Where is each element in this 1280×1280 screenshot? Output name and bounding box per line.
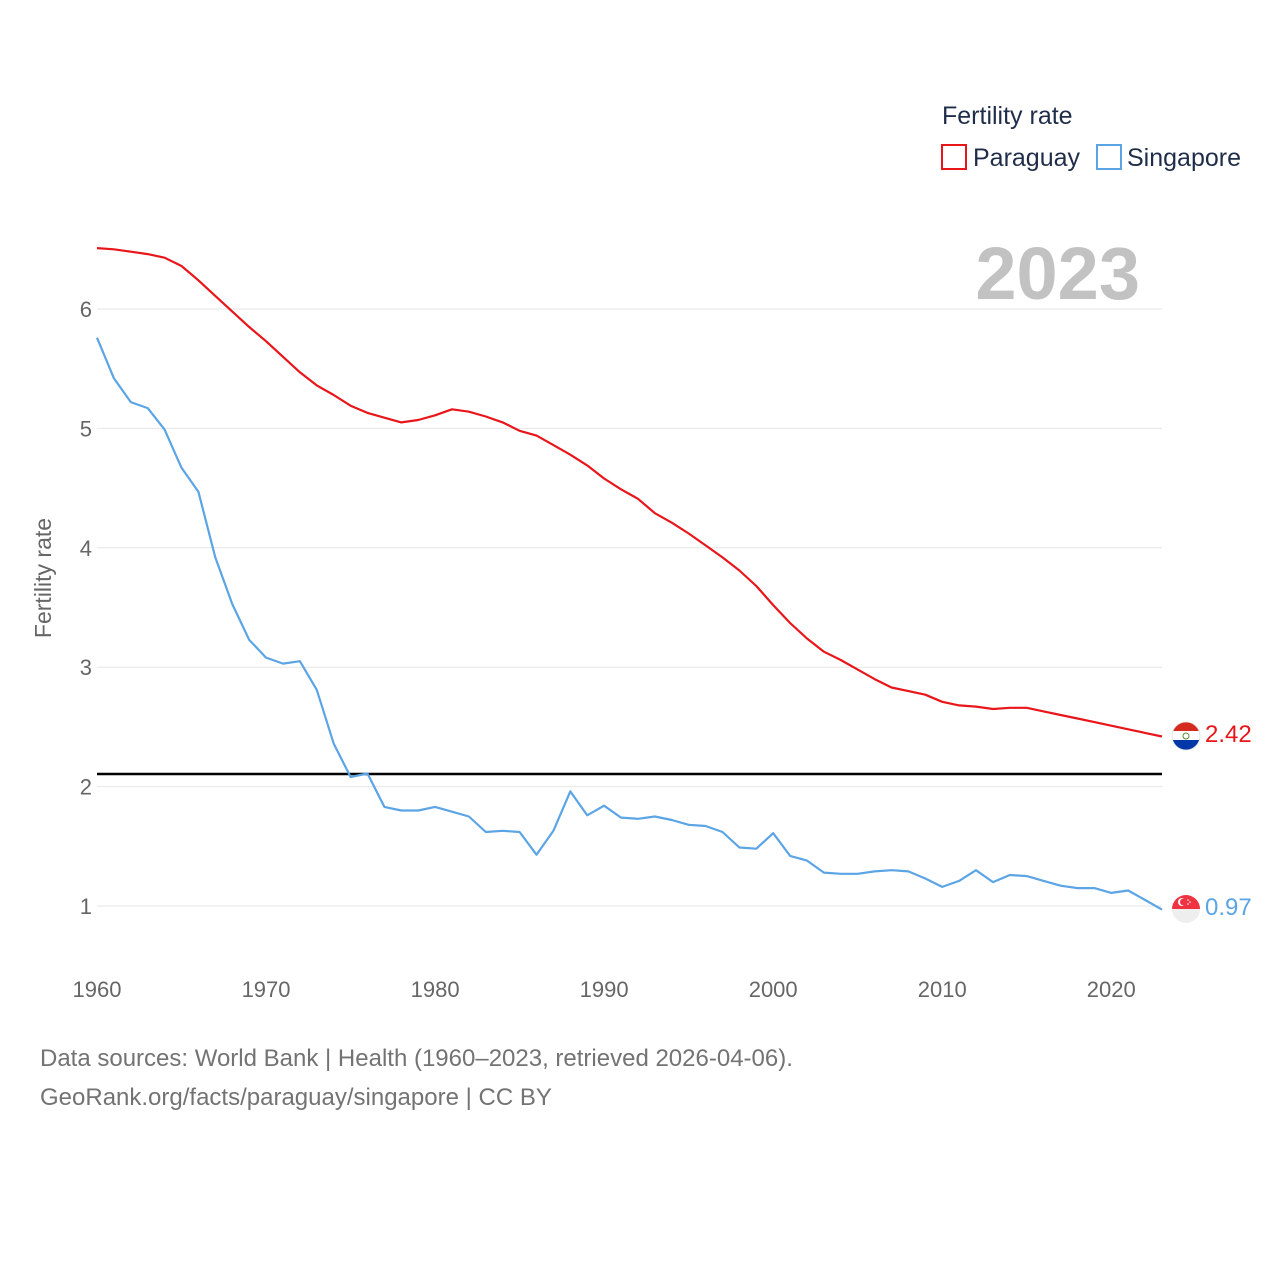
legend-label-singapore: Singapore (1127, 144, 1241, 172)
x-tick-label: 2020 (1087, 977, 1136, 1002)
x-tick-label: 2000 (749, 977, 798, 1002)
y-axis-title: Fertility rate (30, 518, 56, 638)
gridlines (97, 308, 1162, 907)
y-tick-labels: 1 2 3 4 5 6 (80, 297, 92, 919)
x-tick-label: 1970 (242, 977, 291, 1002)
legend-label-paraguay: Paraguay (973, 144, 1081, 172)
y-tick-label: 3 (80, 655, 92, 680)
series-line-paraguay[interactable] (96, 247, 1163, 738)
singapore-flag-icon (1172, 895, 1200, 923)
y-tick-label: 6 (80, 297, 92, 322)
series-lines (95, 247, 1163, 911)
year-label: 2023 (975, 232, 1140, 315)
y-tick-label: 4 (80, 536, 92, 561)
singapore-end-value: 0.97 (1205, 894, 1252, 921)
x-tick-label: 2010 (918, 977, 967, 1002)
legend-title: Fertility rate (942, 102, 1073, 130)
legend-item-paraguay[interactable]: Paraguay (941, 144, 1081, 172)
x-tick-label: 1980 (411, 977, 460, 1002)
y-tick-label: 2 (80, 775, 92, 800)
source-line-1: Data sources: World Bank | Health (1960–… (40, 1045, 793, 1072)
source-line-2[interactable]: GeoRank.org/facts/paraguay/singapore | C… (40, 1084, 552, 1111)
legend-swatch-singapore (1096, 144, 1122, 170)
y-tick-label: 1 (80, 894, 92, 919)
series-line-singapore[interactable] (95, 337, 1163, 911)
legend-item-singapore[interactable]: Singapore (1096, 144, 1241, 172)
x-tick-label: 1990 (580, 977, 629, 1002)
legend-swatch-paraguay (941, 144, 967, 170)
x-tick-labels: 1960 1970 1980 1990 2000 2010 2020 (73, 977, 1136, 1002)
y-tick-label: 5 (80, 416, 92, 441)
x-tick-label: 1960 (73, 977, 122, 1002)
paraguay-flag-icon (1171, 721, 1201, 751)
paraguay-end-value: 2.42 (1205, 721, 1252, 748)
